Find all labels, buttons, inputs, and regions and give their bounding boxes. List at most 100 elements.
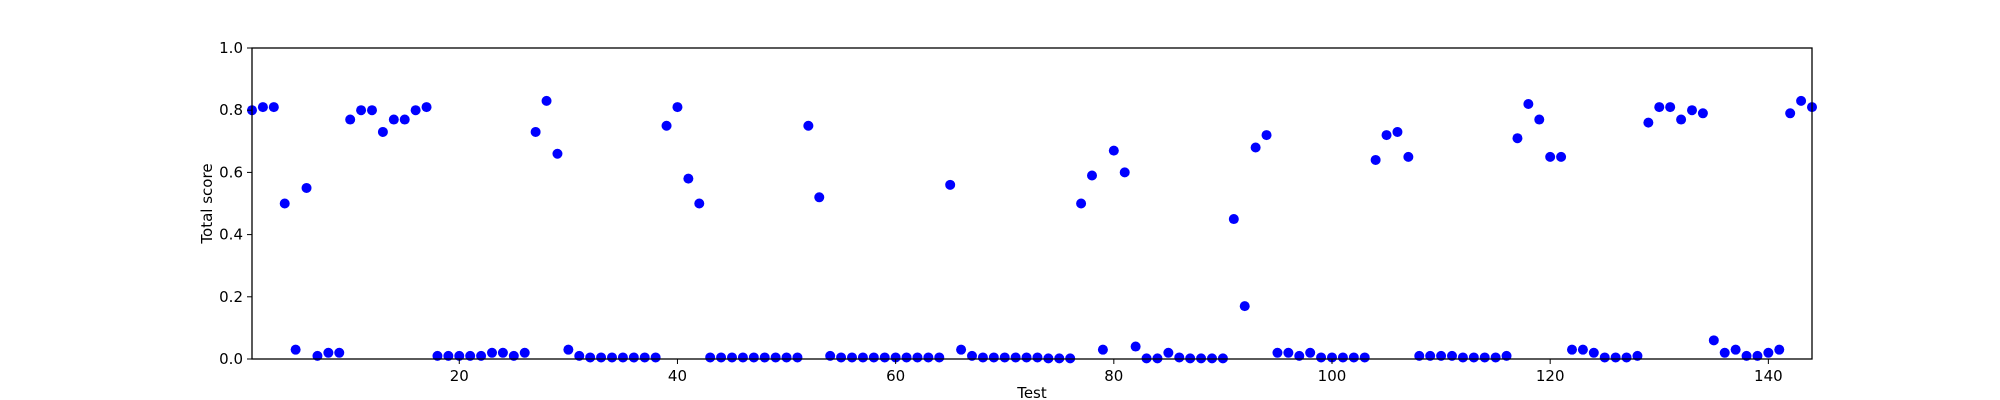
data-point <box>1599 352 1610 363</box>
data-point <box>1359 352 1370 363</box>
data-point <box>836 352 847 363</box>
data-point <box>388 114 399 125</box>
data-point <box>1305 347 1316 358</box>
data-point <box>879 352 890 363</box>
data-point <box>356 105 367 116</box>
data-point <box>345 114 356 125</box>
data-point <box>814 192 825 203</box>
data-point <box>279 198 290 209</box>
data-point <box>1556 151 1567 162</box>
data-point <box>628 352 639 363</box>
data-point <box>497 347 508 358</box>
data-point <box>912 352 923 363</box>
data-point <box>1468 352 1479 363</box>
data-point <box>1785 108 1796 119</box>
x-tick-label: 100 <box>1318 367 1347 385</box>
data-point <box>868 352 879 363</box>
data-point <box>901 352 912 363</box>
data-point <box>1774 344 1785 355</box>
y-tick-label: 0.8 <box>219 101 243 119</box>
data-point <box>1708 335 1719 346</box>
data-point <box>1676 114 1687 125</box>
data-point <box>759 352 770 363</box>
data-point <box>934 352 945 363</box>
data-point <box>334 347 345 358</box>
data-point <box>257 102 268 113</box>
data-point <box>1163 347 1174 358</box>
data-point <box>1665 102 1676 113</box>
data-point <box>530 126 541 137</box>
data-point <box>1687 105 1697 116</box>
data-point <box>1654 102 1665 113</box>
data-point <box>487 347 497 358</box>
data-point <box>1512 133 1523 144</box>
y-tick-label: 0.2 <box>219 288 243 306</box>
data-point <box>683 173 694 184</box>
data-point <box>890 352 901 363</box>
data-point <box>716 352 727 363</box>
data-point <box>1490 352 1501 363</box>
data-point <box>1316 352 1327 363</box>
plot-frame <box>251 47 1813 360</box>
y-tick-label: 0.4 <box>219 226 243 244</box>
y-tick-label: 0.6 <box>219 163 243 181</box>
data-point <box>1108 145 1119 156</box>
data-point <box>1370 154 1381 165</box>
data-point <box>1174 352 1185 363</box>
x-tick-label: 60 <box>886 367 905 385</box>
x-axis-label: Test <box>1016 384 1047 400</box>
data-point <box>1479 352 1490 363</box>
data-point <box>1381 130 1392 141</box>
data-point <box>672 102 683 113</box>
data-point <box>1097 344 1108 355</box>
data-point <box>367 105 377 116</box>
data-point <box>727 352 737 363</box>
data-point <box>639 352 650 363</box>
y-axis-label: Total score <box>198 163 216 244</box>
data-point <box>323 347 334 358</box>
data-point <box>421 102 432 113</box>
data-point <box>1730 344 1741 355</box>
data-point <box>999 352 1010 363</box>
data-point <box>541 95 552 106</box>
y-tick-label: 0.0 <box>219 350 243 368</box>
data-point <box>1534 114 1545 125</box>
data-point <box>585 352 596 363</box>
data-point <box>1261 130 1272 141</box>
data-point <box>650 352 661 363</box>
data-point <box>1283 347 1294 358</box>
data-point <box>923 352 934 363</box>
data-point <box>1643 117 1654 128</box>
data-point <box>694 198 705 209</box>
data-point <box>1588 347 1599 358</box>
data-point <box>617 352 628 363</box>
y-axis-ticks: 0.0 0.2 0.4 0.6 0.8 1.0 <box>219 39 252 368</box>
data-point <box>1010 352 1021 363</box>
data-point <box>1457 352 1468 363</box>
data-point <box>1523 98 1534 109</box>
data-point <box>1228 214 1239 225</box>
data-point <box>1272 347 1283 358</box>
data-point <box>1697 108 1708 119</box>
data-points <box>247 95 1817 364</box>
data-point <box>1119 167 1130 178</box>
data-point <box>988 352 999 363</box>
data-point <box>792 352 803 363</box>
data-point <box>1610 352 1621 363</box>
data-point <box>956 344 967 355</box>
data-point <box>1577 344 1588 355</box>
x-tick-label: 20 <box>450 367 469 385</box>
data-point <box>552 148 563 159</box>
data-point <box>770 352 781 363</box>
data-point <box>1087 170 1097 181</box>
data-point <box>803 120 814 131</box>
data-point <box>1763 347 1774 358</box>
data-point <box>661 120 672 131</box>
data-point <box>1239 301 1250 312</box>
data-point <box>705 352 716 363</box>
data-point <box>290 344 301 355</box>
data-point <box>1076 198 1087 209</box>
data-point <box>1032 352 1043 363</box>
data-point <box>519 347 530 358</box>
